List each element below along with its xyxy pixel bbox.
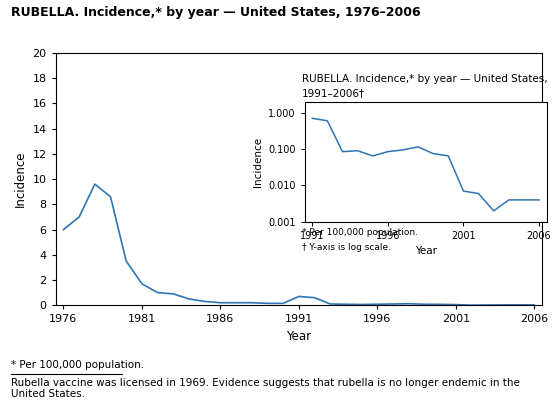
Y-axis label: Incidence: Incidence [252,137,262,187]
Text: † Y-axis is log scale.: † Y-axis is log scale. [302,243,391,252]
Y-axis label: Incidence: Incidence [14,151,27,207]
Text: * Per 100,000 population.: * Per 100,000 population. [11,360,144,370]
Text: * Per 100,000 population.: * Per 100,000 population. [302,228,418,237]
Text: RUBELLA. Incidence,* by year — United States,: RUBELLA. Incidence,* by year — United St… [302,74,548,85]
X-axis label: Year: Year [415,246,436,256]
X-axis label: Year: Year [286,330,311,343]
Text: 1991–2006†: 1991–2006† [302,88,365,98]
Text: RUBELLA. Incidence,* by year — United States, 1976–2006: RUBELLA. Incidence,* by year — United St… [11,6,421,19]
Text: Rubella vaccine was licensed in 1969. Evidence suggests that rubella is no longe: Rubella vaccine was licensed in 1969. Ev… [11,378,520,399]
